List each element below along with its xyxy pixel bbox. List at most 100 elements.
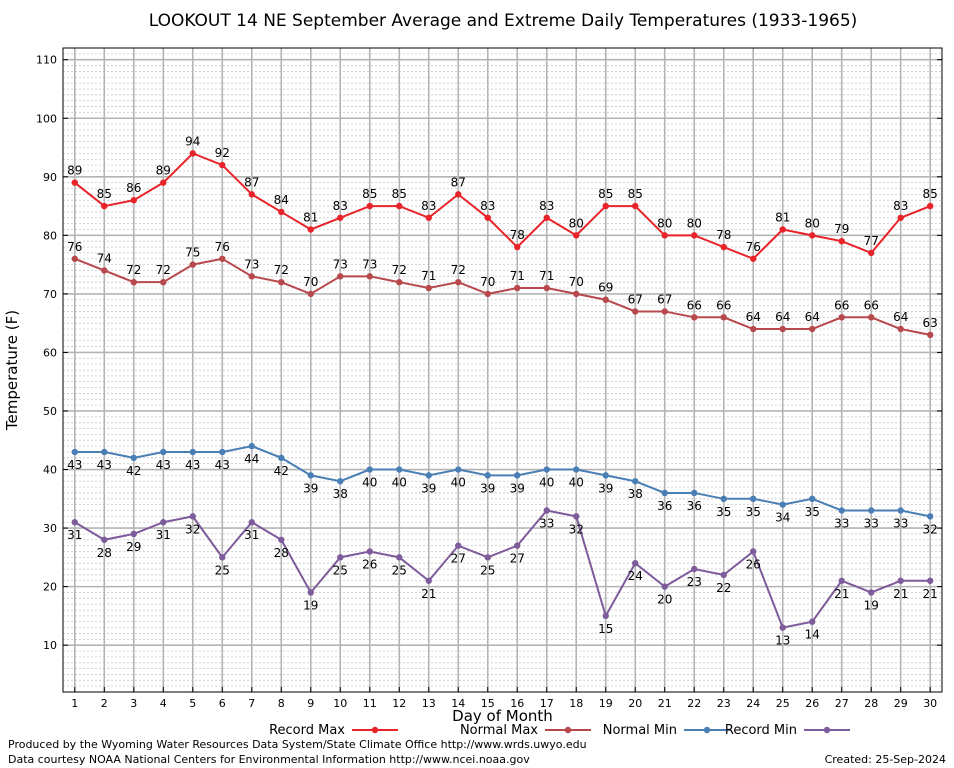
data-label: 25 [392,563,407,577]
x-tick-label: 26 [805,697,819,710]
data-label: 25 [333,563,348,577]
legend-marker-record-min [823,726,831,734]
data-label: 21 [421,587,436,601]
footer-produced-by: Produced by the Wyoming Water Resources … [8,738,587,751]
data-label: 36 [657,499,672,513]
data-label: 80 [687,216,702,230]
data-label: 33 [864,517,879,531]
data-point [189,261,196,268]
data-label: 67 [657,292,672,306]
y-tick-label: 90 [43,171,57,184]
data-point [130,454,137,462]
data-point [897,507,904,514]
data-point [307,589,314,596]
data-label: 83 [421,199,436,213]
data-label: 33 [834,517,849,531]
data-point [337,478,344,485]
data-label: 81 [303,210,318,224]
data-point [189,513,196,520]
data-point [838,238,845,245]
data-label: 79 [834,222,849,236]
data-label: 43 [215,458,230,472]
data-label: 86 [126,181,141,195]
data-label: 40 [451,476,466,490]
data-point [543,466,550,473]
data-point [396,466,403,473]
data-label: 35 [805,505,820,519]
data-label: 63 [923,316,938,330]
y-tick-label: 30 [43,522,57,535]
data-label: 21 [834,587,849,601]
data-label: 85 [598,187,613,201]
x-tick-label: 6 [219,697,226,710]
data-label: 75 [185,246,200,260]
data-label: 13 [775,634,790,648]
data-point [838,577,845,584]
y-tick-label: 40 [43,464,57,477]
data-point [71,448,78,456]
y-tick-label: 20 [43,581,57,594]
data-label: 70 [569,275,584,289]
data-point [160,179,167,186]
x-tick-label: 11 [363,697,377,710]
data-point [101,202,108,210]
data-label: 39 [421,481,436,495]
data-label: 71 [539,269,554,283]
data-point [484,554,491,561]
data-point [160,278,167,286]
data-label: 42 [126,464,141,478]
data-label: 83 [893,199,908,213]
data-point [278,278,285,286]
data-label: 21 [893,587,908,601]
data-label: 80 [805,216,820,230]
y-tick-label: 60 [43,346,57,359]
data-label: 71 [510,269,525,283]
data-point [366,202,373,210]
data-point [897,577,904,584]
footer-data-courtesy: Data courtesy NOAA National Centers for … [8,753,530,766]
data-label: 76 [746,240,761,254]
x-tick-label: 15 [481,697,495,710]
data-point [514,472,521,479]
data-label: 31 [67,528,82,542]
data-point [219,554,226,561]
data-point [750,548,757,555]
data-label: 40 [362,476,377,490]
data-point [750,255,757,262]
data-point [661,308,668,315]
data-point [779,501,786,508]
series-normal-max: 76 74 72 72 75 76 73 72 70 73 73 72 71 72 70 71 71 70 69 67… [67,240,938,339]
x-axis-label: Day of Month [452,707,553,725]
data-point [130,278,137,286]
data-label: 94 [185,134,200,148]
data-label: 28 [274,546,289,560]
x-tick-label: 30 [923,697,937,710]
data-point [248,273,255,280]
data-label: 76 [215,240,230,254]
data-label: 67 [628,292,643,306]
data-label: 31 [244,528,259,542]
data-point [484,472,491,479]
data-label: 35 [716,505,731,519]
data-point [661,232,668,239]
data-point [897,214,904,221]
data-point [573,232,580,239]
data-label: 87 [244,175,259,189]
data-label: 19 [303,598,318,612]
data-label: 40 [569,476,584,490]
data-point [809,325,816,333]
data-point [632,202,639,210]
data-point [927,331,934,339]
x-tick-label: 7 [248,697,255,710]
data-label: 29 [126,540,141,554]
data-point [396,202,403,210]
legend: Record Max Normal Max Normal Min Record Min [269,723,850,738]
x-tick-label: 3 [130,697,137,710]
data-point [425,577,432,584]
data-point [307,226,314,233]
data-point [219,255,226,262]
data-label: 64 [775,310,790,324]
data-point [160,448,167,456]
data-label: 81 [775,210,790,224]
